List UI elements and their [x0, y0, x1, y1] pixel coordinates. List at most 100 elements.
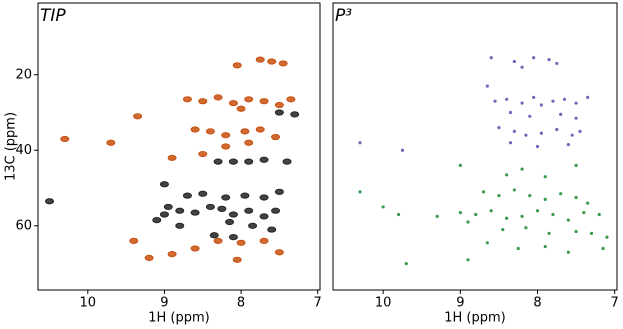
peak — [543, 244, 547, 249]
peak — [574, 195, 578, 200]
peak — [106, 139, 116, 146]
peak — [574, 116, 578, 120]
peak — [175, 207, 185, 214]
peak — [532, 56, 536, 60]
peak — [551, 99, 555, 103]
peak — [133, 113, 143, 120]
peak — [152, 217, 162, 224]
peak — [497, 126, 501, 130]
peak — [528, 193, 532, 198]
peak — [404, 261, 408, 266]
x-axis-label: 1H (ppm) — [148, 311, 210, 326]
peak — [255, 56, 265, 63]
y-axis-label: 13C (ppm) — [4, 112, 19, 181]
peak — [466, 220, 470, 224]
peak — [466, 258, 470, 262]
peak — [240, 128, 250, 135]
peak — [182, 192, 192, 199]
peak — [282, 158, 292, 165]
x-tick-label: 9 — [456, 296, 464, 311]
peak — [524, 226, 528, 230]
peak — [259, 98, 269, 105]
peak — [190, 126, 200, 133]
peak — [274, 109, 284, 116]
peak — [601, 246, 605, 251]
peak — [244, 139, 254, 146]
peak — [559, 192, 563, 196]
peak — [508, 110, 513, 115]
peak — [589, 231, 594, 235]
peak — [566, 218, 570, 222]
panel-title: TIP — [40, 6, 66, 26]
peak — [555, 61, 559, 66]
peak — [205, 128, 215, 135]
peak — [44, 198, 54, 205]
peak — [228, 211, 238, 218]
peak — [532, 95, 536, 100]
peak — [271, 207, 281, 214]
peak — [228, 234, 238, 241]
peak — [221, 143, 231, 150]
peak — [582, 210, 586, 215]
x-tick-label: 8 — [533, 296, 541, 311]
peak — [501, 227, 505, 232]
peak — [255, 126, 265, 133]
y-tick-label: 20 — [15, 67, 32, 82]
peak — [259, 156, 269, 163]
peak — [400, 148, 405, 152]
peak — [570, 133, 574, 137]
peak — [221, 132, 231, 139]
x-tick-label: 9 — [160, 296, 168, 311]
peak — [505, 173, 509, 177]
peak — [512, 59, 516, 64]
peak — [217, 205, 227, 212]
peak — [228, 158, 238, 165]
peak — [555, 127, 559, 132]
x-tick-label: 8 — [237, 296, 245, 311]
peak — [232, 62, 242, 69]
peak — [358, 141, 362, 145]
peak — [485, 241, 489, 245]
peak — [559, 112, 563, 117]
peak — [129, 237, 139, 245]
x-axis-label: 1H (ppm) — [444, 311, 506, 326]
panel-title: P³ — [335, 6, 352, 26]
peak — [435, 214, 439, 218]
peak — [198, 98, 208, 105]
peak — [566, 143, 570, 147]
peak — [520, 65, 524, 69]
peak — [213, 94, 223, 101]
peak — [358, 190, 362, 194]
peak — [524, 133, 528, 137]
peak — [497, 193, 501, 198]
peak — [597, 212, 601, 217]
y-tick-label: 40 — [15, 143, 32, 158]
peak — [574, 163, 578, 167]
peak — [574, 101, 578, 105]
peak — [512, 188, 516, 192]
plot-frame — [332, 2, 618, 291]
peak — [566, 250, 570, 254]
peak — [481, 190, 486, 194]
x-tick-label: 10 — [80, 296, 97, 311]
peak — [271, 133, 281, 141]
peak — [267, 58, 277, 65]
peak — [267, 226, 277, 233]
peak — [209, 232, 219, 239]
peak — [381, 205, 385, 209]
peak — [60, 135, 70, 143]
peak — [286, 96, 296, 103]
peak — [175, 222, 185, 229]
peak — [574, 229, 578, 234]
peak — [290, 111, 300, 118]
peak — [474, 212, 478, 217]
peak — [225, 218, 235, 226]
peak — [505, 216, 509, 220]
peak — [539, 131, 543, 135]
peak — [198, 190, 208, 197]
peak — [485, 84, 489, 88]
peak — [278, 60, 288, 67]
peak — [205, 203, 215, 211]
peak — [232, 256, 242, 263]
